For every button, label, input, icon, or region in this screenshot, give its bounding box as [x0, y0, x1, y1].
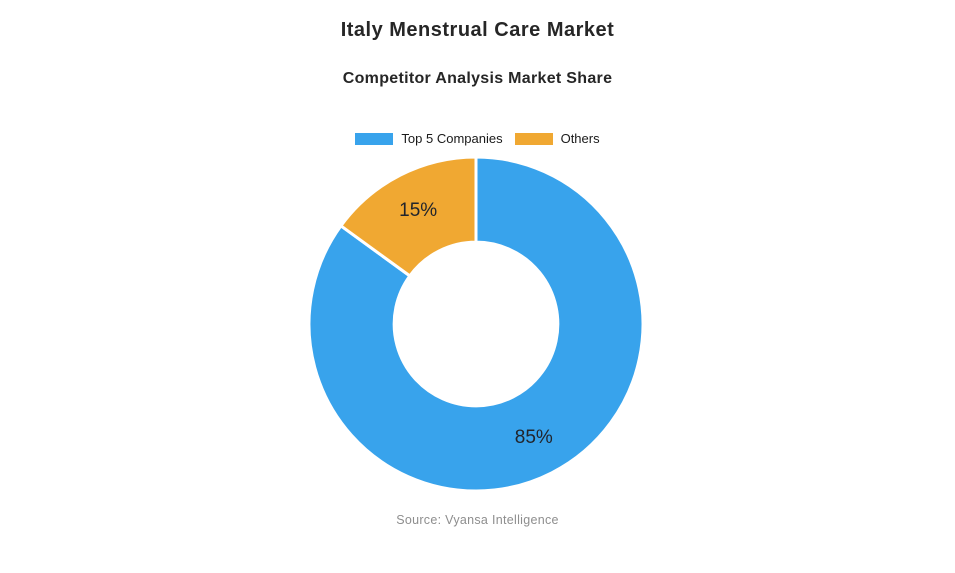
slice-value-label-top-5-companies: 85% — [515, 427, 553, 448]
legend-label-others: Others — [560, 131, 600, 146]
legend-item-top-5-companies: Top 5 Companies — [355, 131, 503, 147]
donut-segment-others — [339, 155, 478, 278]
donut-chart: 85% 15% — [306, 154, 646, 494]
chart-legend: Top 5 Companies Others — [0, 131, 955, 147]
legend-label-top-5-companies: Top 5 Companies — [401, 131, 503, 146]
donut-svg: 85% 15% — [307, 155, 645, 493]
slice-value-label-others: 15% — [399, 200, 437, 221]
source-caption: Source: Vyansa Intelligence — [396, 513, 559, 527]
chart-title: Italy Menstrual Care Market — [340, 19, 615, 41]
legend-item-others: Others — [514, 131, 600, 147]
legend-swatch-top-5-companies — [355, 133, 394, 145]
donut-segment-top-5-companies — [307, 155, 645, 493]
chart-subtitle: Competitor Analysis Market Share — [342, 70, 613, 87]
legend-swatch-others — [514, 133, 553, 145]
